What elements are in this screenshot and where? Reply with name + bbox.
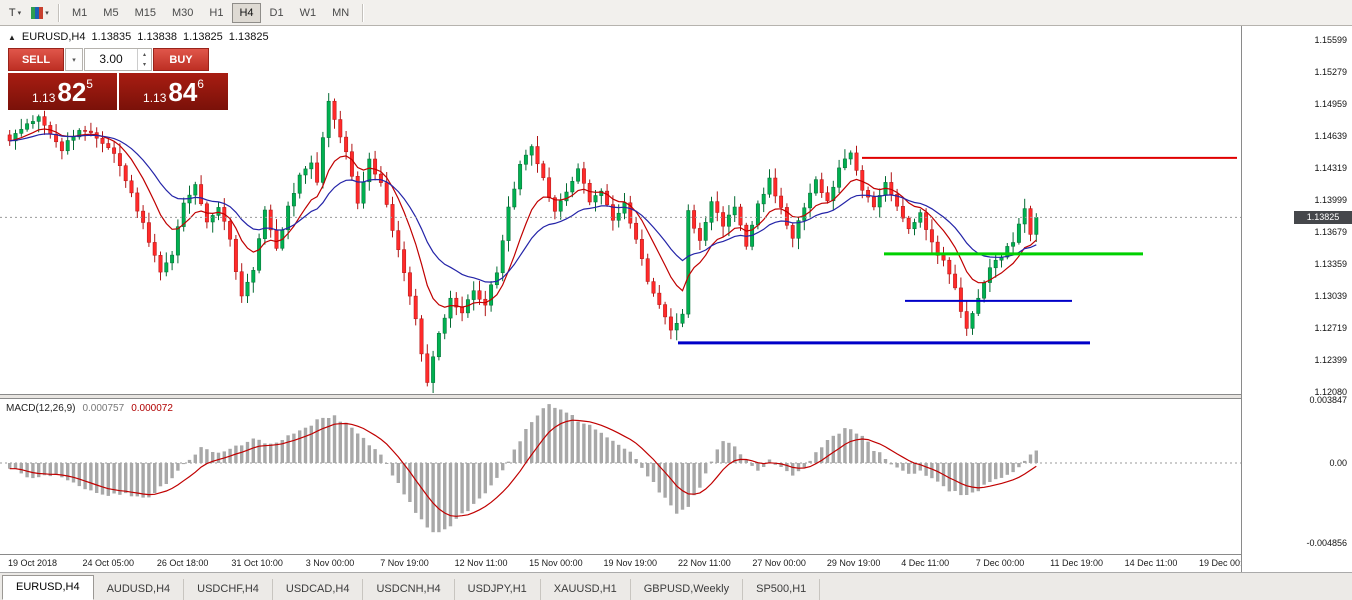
time-tick-label: 15 Nov 00:00 xyxy=(529,558,583,568)
volume-dropdown-button[interactable]: ▾ xyxy=(65,48,83,71)
chart-symbol-label: EURUSD,H4 xyxy=(21,31,86,43)
chart-style-button[interactable]: ▾ xyxy=(28,3,52,23)
volume-input[interactable]: 3.00 ▴ ▾ xyxy=(84,48,152,71)
ohlc-high: 1.13838 xyxy=(137,31,178,43)
buy-price-point: 6 xyxy=(197,77,204,91)
timeframe-button-w1[interactable]: W1 xyxy=(299,6,317,19)
panel-splitter[interactable] xyxy=(0,394,1352,399)
price-tick-label: 1.13999 xyxy=(1314,195,1347,205)
text-tool-button[interactable]: T ▾ xyxy=(3,3,27,23)
macd-main-value: 0.000757 xyxy=(82,403,125,414)
time-tick-label: 19 Nov 19:00 xyxy=(603,558,658,568)
time-tick-label: 31 Oct 10:00 xyxy=(231,558,283,568)
macd-chart[interactable] xyxy=(0,399,1241,554)
timeframe-button-d1[interactable]: D1 xyxy=(269,6,284,19)
time-tick-label: 19 Oct 2018 xyxy=(8,558,58,568)
chart-tab-sp500-h1[interactable]: SP500,H1 xyxy=(743,579,821,600)
text-tool-label: T xyxy=(8,6,16,19)
buy-price-main: 1.13 xyxy=(143,91,167,105)
chart-tab-xauusd-h1[interactable]: XAUUSD,H1 xyxy=(541,579,631,600)
price-tick-label: 1.12080 xyxy=(1314,386,1347,397)
chart-style-icon xyxy=(31,6,44,19)
time-tick-label: 24 Oct 05:00 xyxy=(82,558,134,568)
time-tick-label: 19 Dec 00:00 xyxy=(1199,558,1253,568)
chart-tabs-bar: EURUSD,H4 AUDUSD,H4 USDCHF,H4 USDCAD,H4 USDC… xyxy=(0,572,1352,600)
top-toolbar: T ▾ ▾ M1 M5 M15 M30 H1 H4 D1 W1 MN xyxy=(0,0,1352,26)
timeframe-button-m15[interactable]: M15 xyxy=(134,6,156,19)
dropdown-caret-icon: ▾ xyxy=(17,9,22,17)
sell-price-display[interactable]: 1.13 82 5 xyxy=(8,73,117,110)
toolbar-separator xyxy=(58,3,59,22)
price-tick-label: 1.13039 xyxy=(1314,291,1347,301)
macd-signal-value: 0.000072 xyxy=(131,403,173,414)
sell-button[interactable]: SELL xyxy=(8,48,64,71)
time-tick-label: 7 Nov 19:00 xyxy=(380,558,429,568)
chart-tab-eurusd-h4[interactable]: EURUSD,H4 xyxy=(2,575,94,600)
price-tick-label: 1.12719 xyxy=(1314,323,1347,333)
chart-tab-gbpusd-weekly[interactable]: GBPUSD,Weekly xyxy=(631,579,744,600)
time-axis[interactable]: 19 Oct 2018 24 Oct 05:00 26 Oct 18:00 31 Oc… xyxy=(0,554,1352,573)
dropdown-caret-icon: ▾ xyxy=(45,9,49,17)
price-tick-label: 1.12399 xyxy=(1314,355,1347,365)
volume-increase-icon[interactable]: ▴ xyxy=(142,51,146,58)
buy-price-pips: 84 xyxy=(168,76,198,107)
timeframe-button-mn[interactable]: MN xyxy=(332,6,350,19)
time-tick-label: 27 Nov 00:00 xyxy=(752,558,806,568)
sell-price-main: 1.13 xyxy=(32,91,56,105)
time-tick-label: 4 Dec 11:00 xyxy=(901,558,950,568)
price-tick-label: 1.14959 xyxy=(1314,99,1347,109)
macd-tick-label: -0.004856 xyxy=(1306,538,1347,548)
price-tick-label: 1.15599 xyxy=(1314,35,1347,45)
volume-decrease-icon[interactable]: ▾ xyxy=(142,62,146,69)
sell-price-point: 5 xyxy=(86,77,93,91)
chart-tab-audusd-h4[interactable]: AUDUSD,H4 xyxy=(94,579,185,600)
buy-button[interactable]: BUY xyxy=(153,48,209,71)
sell-price-pips: 82 xyxy=(57,76,87,107)
chart-area: ▲ EURUSD,H4 1.13835 1.13838 1.13825 1.13… xyxy=(0,26,1352,573)
ohlc-open: 1.13835 xyxy=(91,31,132,43)
time-tick-label: 26 Oct 18:00 xyxy=(156,558,209,568)
time-tick-label: 29 Nov 19:00 xyxy=(826,558,881,568)
macd-tick-label: 0.00 xyxy=(1329,458,1347,468)
timeframe-toolbar: M1 M5 M15 M30 H1 H4 D1 W1 MN xyxy=(64,2,357,23)
chart-ohlc-header: ▲ EURUSD,H4 1.13835 1.13838 1.13825 1.13… xyxy=(8,31,269,43)
time-tick-label: 14 Dec 11:00 xyxy=(1124,558,1178,568)
macd-tick-label: 0.003847 xyxy=(1309,394,1347,405)
timeframe-button-m1[interactable]: M1 xyxy=(72,6,88,19)
chart-tab-usdjpy-h1[interactable]: USDJPY,H1 xyxy=(455,579,541,600)
volume-value[interactable]: 3.00 xyxy=(99,52,123,66)
time-tick-label: 7 Dec 00:00 xyxy=(975,558,1025,568)
price-tick-label: 1.13359 xyxy=(1314,259,1347,269)
current-price-badge: 1.13825 xyxy=(1294,210,1352,224)
price-tick-label: 1.15279 xyxy=(1314,67,1347,77)
price-tick-label: 1.13679 xyxy=(1314,227,1347,237)
time-tick-label: 12 Nov 11:00 xyxy=(454,558,508,568)
time-tick-label: 3 Nov 00:00 xyxy=(305,558,355,568)
timeframe-button-m30[interactable]: M30 xyxy=(171,6,194,19)
macd-indicator-header: MACD(12,26,9) 0.000757 0.000072 xyxy=(6,403,173,414)
timeframe-button-m5[interactable]: M5 xyxy=(103,6,119,19)
chart-tab-usdcnh-h4[interactable]: USDCNH,H4 xyxy=(363,579,455,600)
ohlc-low: 1.13825 xyxy=(183,31,223,43)
one-click-trading-toggle-icon[interactable]: ▲ xyxy=(8,32,16,42)
macd-name: MACD(12,26,9) xyxy=(6,403,76,414)
volume-spinner[interactable]: ▴ ▾ xyxy=(137,49,151,70)
timeframe-button-h1[interactable]: H1 xyxy=(209,6,224,19)
buy-price-display[interactable]: 1.13 84 6 xyxy=(119,73,228,110)
ohlc-close: 1.13825 xyxy=(228,31,269,43)
one-click-trading-panel: SELL ▾ 3.00 ▴ ▾ BUY 1.13 82 5 xyxy=(8,48,228,110)
price-tick-label: 1.14319 xyxy=(1314,163,1347,173)
price-chart[interactable] xyxy=(0,26,1241,394)
chart-tab-usdchf-h4[interactable]: USDCHF,H4 xyxy=(184,579,273,600)
toolbar-separator xyxy=(362,3,364,22)
timeframe-button-h4[interactable]: H4 xyxy=(232,2,261,23)
chart-tab-usdcad-h4[interactable]: USDCAD,H4 xyxy=(273,579,364,600)
time-tick-label: 22 Nov 11:00 xyxy=(677,558,731,568)
time-tick-label: 11 Dec 19:00 xyxy=(1050,558,1103,568)
price-scale[interactable]: 1.13825 1.15599 1.15279 1.14959 1.14639 1.14… xyxy=(1241,26,1352,572)
price-tick-label: 1.14639 xyxy=(1314,131,1347,141)
